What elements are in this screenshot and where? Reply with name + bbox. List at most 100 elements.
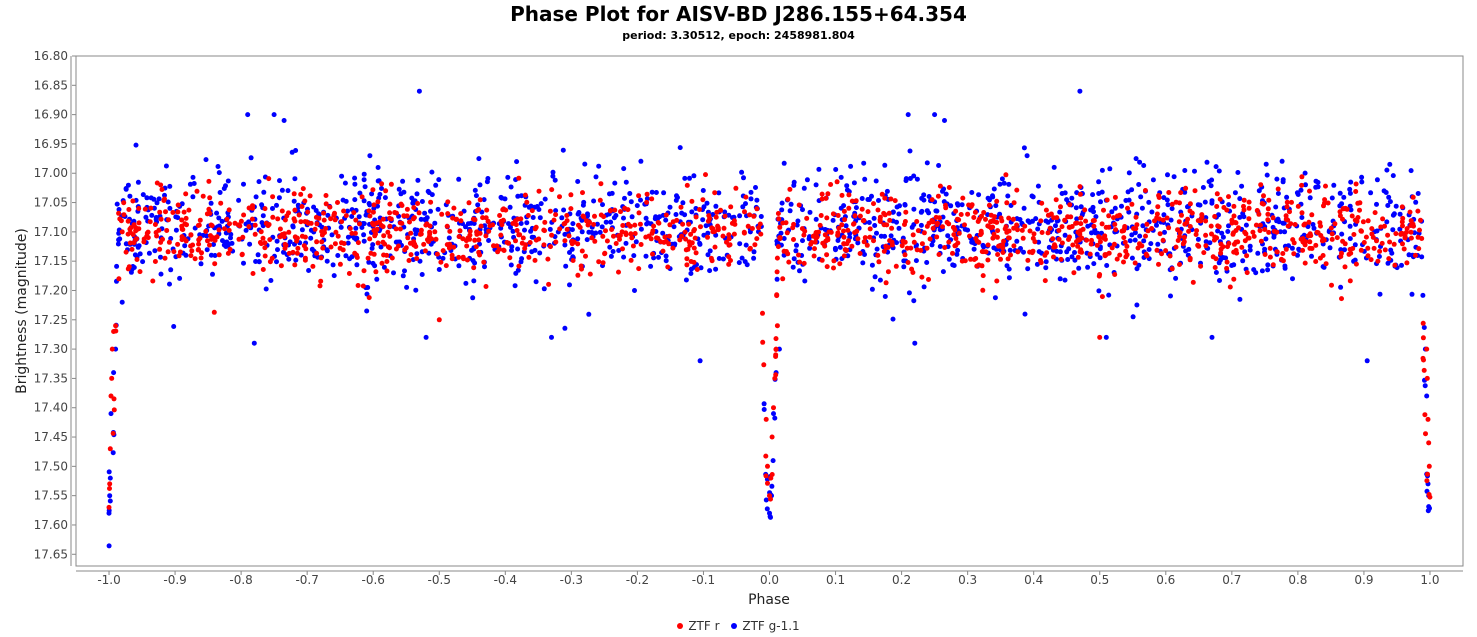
red-data-point <box>1030 235 1036 241</box>
blue-data-point <box>245 112 251 118</box>
blue-data-point <box>364 308 370 314</box>
blue-data-point <box>1294 190 1300 196</box>
red-data-point <box>1177 262 1182 267</box>
blue-data-point <box>743 242 749 248</box>
blue-data-point <box>152 248 158 254</box>
red-data-point <box>1066 224 1072 230</box>
red-data-point <box>828 229 834 235</box>
blue-data-point <box>1307 195 1313 201</box>
blue-data-point <box>132 252 138 258</box>
red-data-point <box>1266 229 1272 235</box>
red-data-point <box>629 235 635 241</box>
red-data-point <box>1058 256 1064 262</box>
blue-data-point <box>204 233 210 239</box>
blue-data-point <box>1408 168 1414 174</box>
blue-data-point <box>740 204 746 210</box>
red-data-point <box>352 230 358 236</box>
red-data-point <box>458 218 464 224</box>
blue-data-point <box>599 224 605 230</box>
red-data-point <box>1256 211 1262 217</box>
blue-data-point <box>911 298 917 304</box>
red-data-point <box>877 219 883 224</box>
red-data-point <box>532 257 538 263</box>
blue-data-point <box>243 227 249 233</box>
blue-data-point <box>1129 255 1135 261</box>
blue-data-point <box>216 215 222 221</box>
red-data-point <box>407 240 413 246</box>
blue-data-point <box>924 160 930 166</box>
blue-data-point <box>510 228 516 234</box>
red-data-point <box>978 232 983 238</box>
blue-data-point <box>1069 195 1075 201</box>
red-data-point <box>308 220 314 226</box>
blue-data-point <box>223 239 229 245</box>
blue-data-point <box>787 208 793 214</box>
red-data-point <box>1420 320 1426 326</box>
red-data-point <box>142 206 148 212</box>
red-data-point <box>399 203 405 208</box>
blue-data-point <box>339 173 345 179</box>
red-data-point <box>179 217 185 223</box>
red-data-point <box>372 233 378 239</box>
blue-data-point <box>1154 222 1159 228</box>
blue-data-point <box>672 241 678 247</box>
blue-data-point <box>361 171 367 177</box>
red-data-point <box>1423 431 1428 437</box>
red-data-point <box>998 256 1003 262</box>
blue-data-point <box>579 229 585 235</box>
red-data-point <box>1212 234 1218 240</box>
red-data-point <box>611 233 616 239</box>
blue-data-point <box>933 208 939 214</box>
blue-data-point <box>1014 238 1020 244</box>
red-data-point <box>1251 233 1257 239</box>
red-data-point <box>1124 252 1130 258</box>
red-data-point <box>404 213 410 219</box>
red-data-point <box>418 227 424 233</box>
blue-data-point <box>518 221 524 226</box>
blue-data-point <box>1209 198 1215 204</box>
red-data-point <box>359 194 365 200</box>
red-data-point <box>1226 194 1231 200</box>
blue-data-point <box>816 166 822 172</box>
red-data-point <box>1365 245 1371 251</box>
blue-data-point <box>570 221 576 227</box>
red-data-point <box>516 263 522 269</box>
red-data-point <box>854 228 860 234</box>
blue-data-point <box>342 180 348 186</box>
red-data-point <box>1142 188 1148 193</box>
blue-data-point <box>144 195 150 201</box>
red-data-point <box>1144 221 1150 227</box>
red-data-point <box>186 207 192 213</box>
red-data-point <box>853 198 859 204</box>
red-data-point <box>620 223 626 228</box>
blue-data-point <box>753 185 758 190</box>
red-data-point <box>1217 196 1223 202</box>
red-data-point <box>241 212 247 218</box>
red-data-point <box>1050 236 1056 242</box>
blue-data-point <box>906 290 912 296</box>
red-data-point <box>277 234 283 240</box>
red-data-point <box>1257 228 1263 234</box>
blue-data-point <box>131 265 137 270</box>
red-data-point <box>499 222 505 228</box>
red-data-point <box>1124 243 1130 249</box>
red-data-point <box>1246 205 1252 211</box>
red-data-point <box>388 181 394 187</box>
blue-data-point <box>1262 246 1268 252</box>
blue-data-point <box>1062 232 1068 238</box>
red-data-point <box>1006 235 1011 241</box>
red-data-point <box>1355 215 1361 220</box>
blue-data-point <box>123 241 129 247</box>
red-data-point <box>995 252 1001 257</box>
blue-data-point <box>794 242 799 248</box>
red-data-point <box>1291 240 1297 246</box>
red-data-point <box>650 251 655 257</box>
red-data-point <box>417 231 423 237</box>
y-tick-label: 17.45 <box>34 430 68 444</box>
blue-data-point <box>844 183 850 189</box>
red-data-point <box>575 241 581 247</box>
red-data-point <box>477 197 483 203</box>
blue-data-point <box>869 262 875 268</box>
red-data-point <box>367 213 373 219</box>
blue-data-point <box>1347 186 1353 192</box>
